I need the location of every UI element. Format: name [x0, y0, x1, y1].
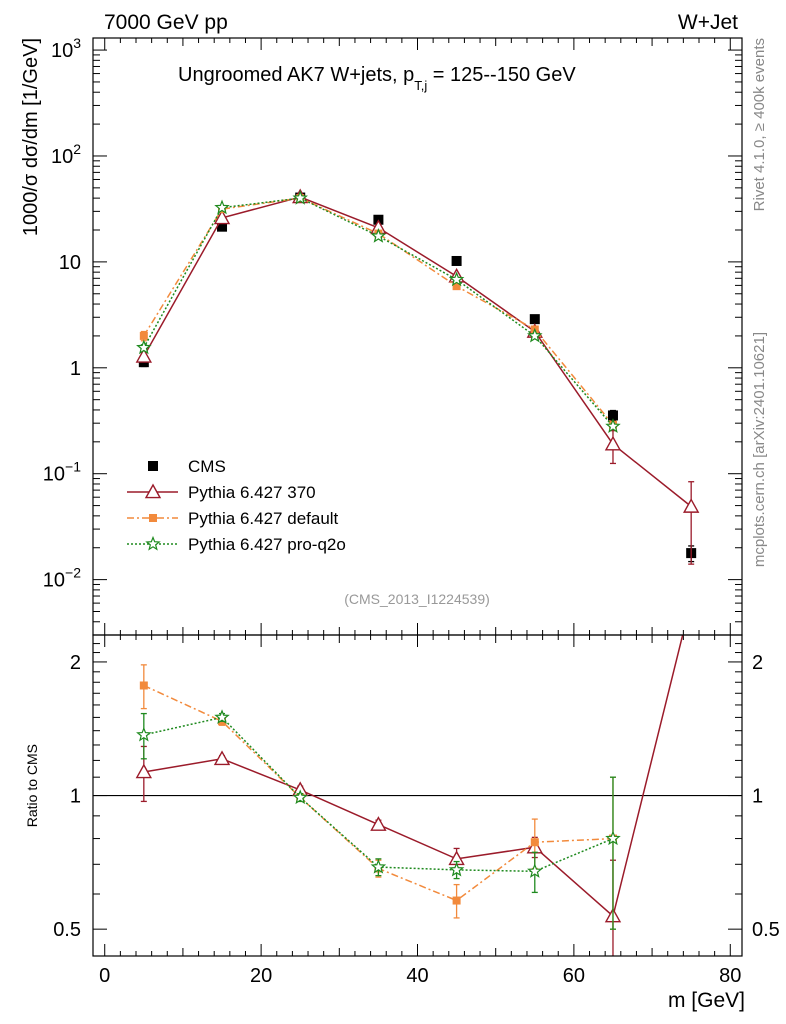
mcplots-label: mcplots.cern.ch [arXiv:2401.10621]	[751, 332, 768, 567]
p370-marker	[682, 498, 700, 513]
y-tick-label-ratio: 0.5	[53, 919, 81, 941]
ratio-ylabel: Ratio to CMS	[24, 744, 40, 827]
x-tick-label: 40	[406, 965, 428, 987]
ratio-axes: 0 20 40 60 80 0.5 0.5 1 1 2 2	[53, 635, 780, 987]
y-tick-label-main: 10−2	[43, 565, 81, 592]
default-marker	[452, 282, 461, 291]
proq2o-marker	[136, 339, 152, 355]
proq2o-marker	[605, 830, 621, 846]
cms-marker	[451, 255, 462, 266]
y-tick-label-main: 103	[51, 35, 81, 62]
y-tick-label-main: 10	[59, 252, 81, 274]
energy-label: 7000 GeV pp	[104, 11, 228, 34]
p370-line	[143, 196, 692, 508]
default-marker	[452, 896, 461, 905]
y-tick-label-ratio-right: 1	[752, 786, 763, 808]
default-marker	[149, 514, 157, 522]
y-tick-label-ratio-right: 2	[752, 652, 763, 674]
p370-marker	[604, 435, 622, 451]
p370-marker	[370, 816, 387, 831]
p370-marker	[135, 763, 153, 779]
proq2o-marker	[214, 709, 230, 724]
p370-line	[143, 635, 684, 918]
legend-label-default: Pythia 6.427 default	[188, 509, 339, 528]
default-marker	[139, 681, 148, 690]
default-marker	[530, 838, 539, 847]
cms-marker	[148, 461, 158, 471]
proq2o-marker	[292, 189, 308, 205]
plot-title: Ungroomed AK7 W+jets, pT,j = 125--150 Ge…	[178, 64, 576, 93]
process-label: W+Jet	[678, 11, 738, 34]
analysis-id: (CMS_2013_I1224539)	[344, 591, 490, 607]
ratio-series	[135, 594, 698, 956]
rivet-label: Rivet 4.1.0, ≥ 400k events	[751, 38, 768, 211]
x-tick-label: 60	[563, 965, 585, 987]
cms-marker	[607, 410, 618, 421]
proq2o-line	[143, 716, 614, 873]
main-ylabel: 1000/σ dσ/dm [1/GeV]	[20, 38, 42, 236]
p370-marker	[684, 594, 698, 607]
x-tick-label: 20	[250, 965, 272, 987]
proq2o-marker	[370, 227, 387, 243]
proq2o-marker	[292, 789, 308, 805]
proq2o-marker	[136, 726, 152, 742]
cms-marker	[217, 221, 228, 232]
proq2o-marker	[214, 199, 230, 215]
p370-marker	[213, 209, 231, 225]
proq2o-marker	[145, 535, 161, 551]
x-axis-label: m [GeV]	[668, 989, 745, 1012]
x-tick-label: 0	[99, 965, 110, 987]
p370-marker	[135, 348, 153, 363]
default-marker	[139, 331, 148, 340]
y-tick-label-ratio: 1	[70, 786, 81, 808]
legend-label-cms: CMS	[188, 457, 226, 476]
proq2o-marker	[605, 418, 621, 433]
proq2o-marker	[448, 271, 465, 287]
y-tick-label-ratio-right: 0.5	[752, 919, 780, 941]
ratio-frame	[92, 634, 743, 957]
y-tick-label-ratio: 2	[70, 652, 81, 674]
proq2o-marker	[370, 858, 387, 874]
p370-marker	[213, 750, 231, 766]
y-tick-label-main: 102	[51, 141, 81, 168]
main-axes: 10−2 10−1 1 10 102 103	[43, 35, 742, 636]
proq2o-marker	[527, 863, 543, 878]
cms-marker	[529, 314, 540, 325]
legend: CMS Pythia 6.427 370 Pythia 6.427 default P…	[127, 457, 346, 554]
y-tick-label-main: 1	[70, 358, 81, 380]
p370-marker	[144, 483, 162, 499]
legend-label-proq2o: Pythia 6.427 pro-q2o	[188, 535, 346, 554]
main-series	[135, 188, 700, 565]
legend-label-p370: Pythia 6.427 370	[188, 483, 316, 502]
proq2o-marker	[527, 327, 543, 343]
y-tick-label-main: 10−1	[43, 459, 81, 486]
proq2o-marker	[448, 861, 465, 877]
x-tick-label: 80	[719, 965, 741, 987]
